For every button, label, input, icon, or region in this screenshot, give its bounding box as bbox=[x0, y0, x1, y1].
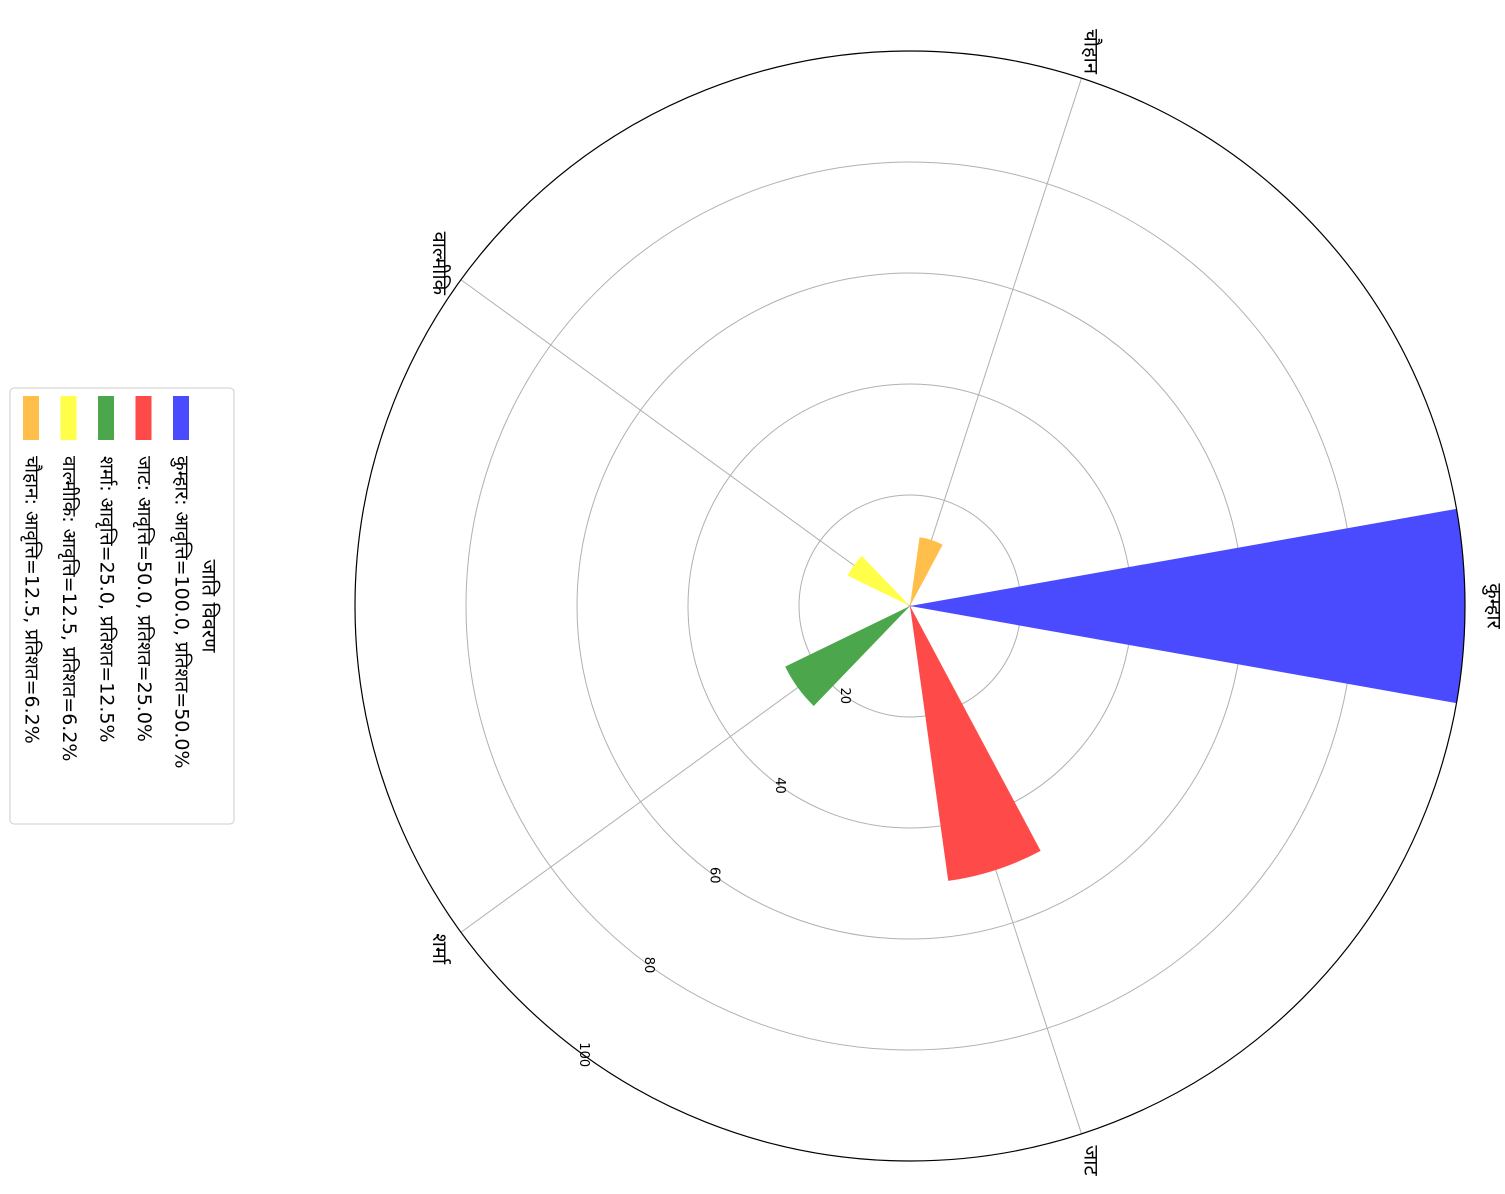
legend-entry-label: जाट: आवृत्ति=50.0, प्रतिशत=25.0% bbox=[132, 456, 156, 742]
legend-title: जाति विवरण bbox=[198, 559, 222, 653]
legend-entry-label: वाल्मीकि: आवृत्ति=12.5, प्रतिशत=6.2% bbox=[57, 456, 81, 762]
category-label: कुम्हार bbox=[1482, 583, 1505, 629]
legend-swatch bbox=[173, 396, 189, 440]
category-label: जाट bbox=[1080, 1145, 1104, 1176]
category-label: वाल्मीकि bbox=[428, 232, 452, 296]
polar-frame bbox=[354, 50, 1466, 1162]
category-label: चौहान bbox=[1080, 29, 1104, 75]
legend-swatch bbox=[135, 396, 152, 440]
bar-1 bbox=[910, 508, 1466, 704]
chart-bars bbox=[785, 508, 1466, 881]
chart-legend: जाति विवरण कुम्हार: आवृत्ति=100.0, प्रति… bbox=[9, 387, 235, 825]
bar-3 bbox=[785, 606, 910, 706]
legend-entry-label: शर्मा: आवृत्ति=25.0, प्रतिशत=12.5% bbox=[95, 456, 119, 743]
angular-gridline bbox=[909, 78, 1082, 607]
legend-swatch bbox=[23, 396, 39, 440]
legend-swatch bbox=[60, 396, 77, 440]
radial-tick-label: 20 bbox=[837, 687, 852, 704]
legend-entry-label: चौहान: आवृत्ति=12.5, प्रतिशत=6.2% bbox=[20, 456, 44, 744]
chart-frame bbox=[354, 50, 1466, 1162]
category-label: शर्मा bbox=[428, 933, 452, 965]
radial-tick-label: 40 bbox=[772, 777, 787, 794]
legend-swatch bbox=[98, 396, 114, 440]
bar-4 bbox=[847, 556, 910, 606]
bar-2 bbox=[910, 606, 1041, 881]
radial-tick-label: 80 bbox=[641, 957, 656, 974]
angular-gridline bbox=[460, 279, 911, 607]
radial-tick-label: 60 bbox=[707, 867, 722, 884]
legend-entry-label: कुम्हार: आवृत्ति=100.0, प्रतिशत=50.0% bbox=[170, 456, 194, 769]
bar-5 bbox=[910, 537, 943, 606]
chart-labels: कुम्हार जाट शर्मा वाल्मीकि चौहान 20 40 60 80 100 bbox=[428, 29, 1505, 1176]
radial-tick-label: 100 bbox=[576, 1042, 591, 1067]
legend-frame bbox=[9, 387, 235, 825]
